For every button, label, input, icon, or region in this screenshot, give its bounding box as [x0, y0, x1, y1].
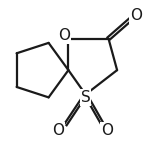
Text: O: O	[52, 123, 64, 138]
Text: O: O	[101, 123, 113, 138]
Text: S: S	[81, 90, 90, 105]
Text: O: O	[130, 8, 142, 23]
Text: O: O	[58, 28, 70, 43]
